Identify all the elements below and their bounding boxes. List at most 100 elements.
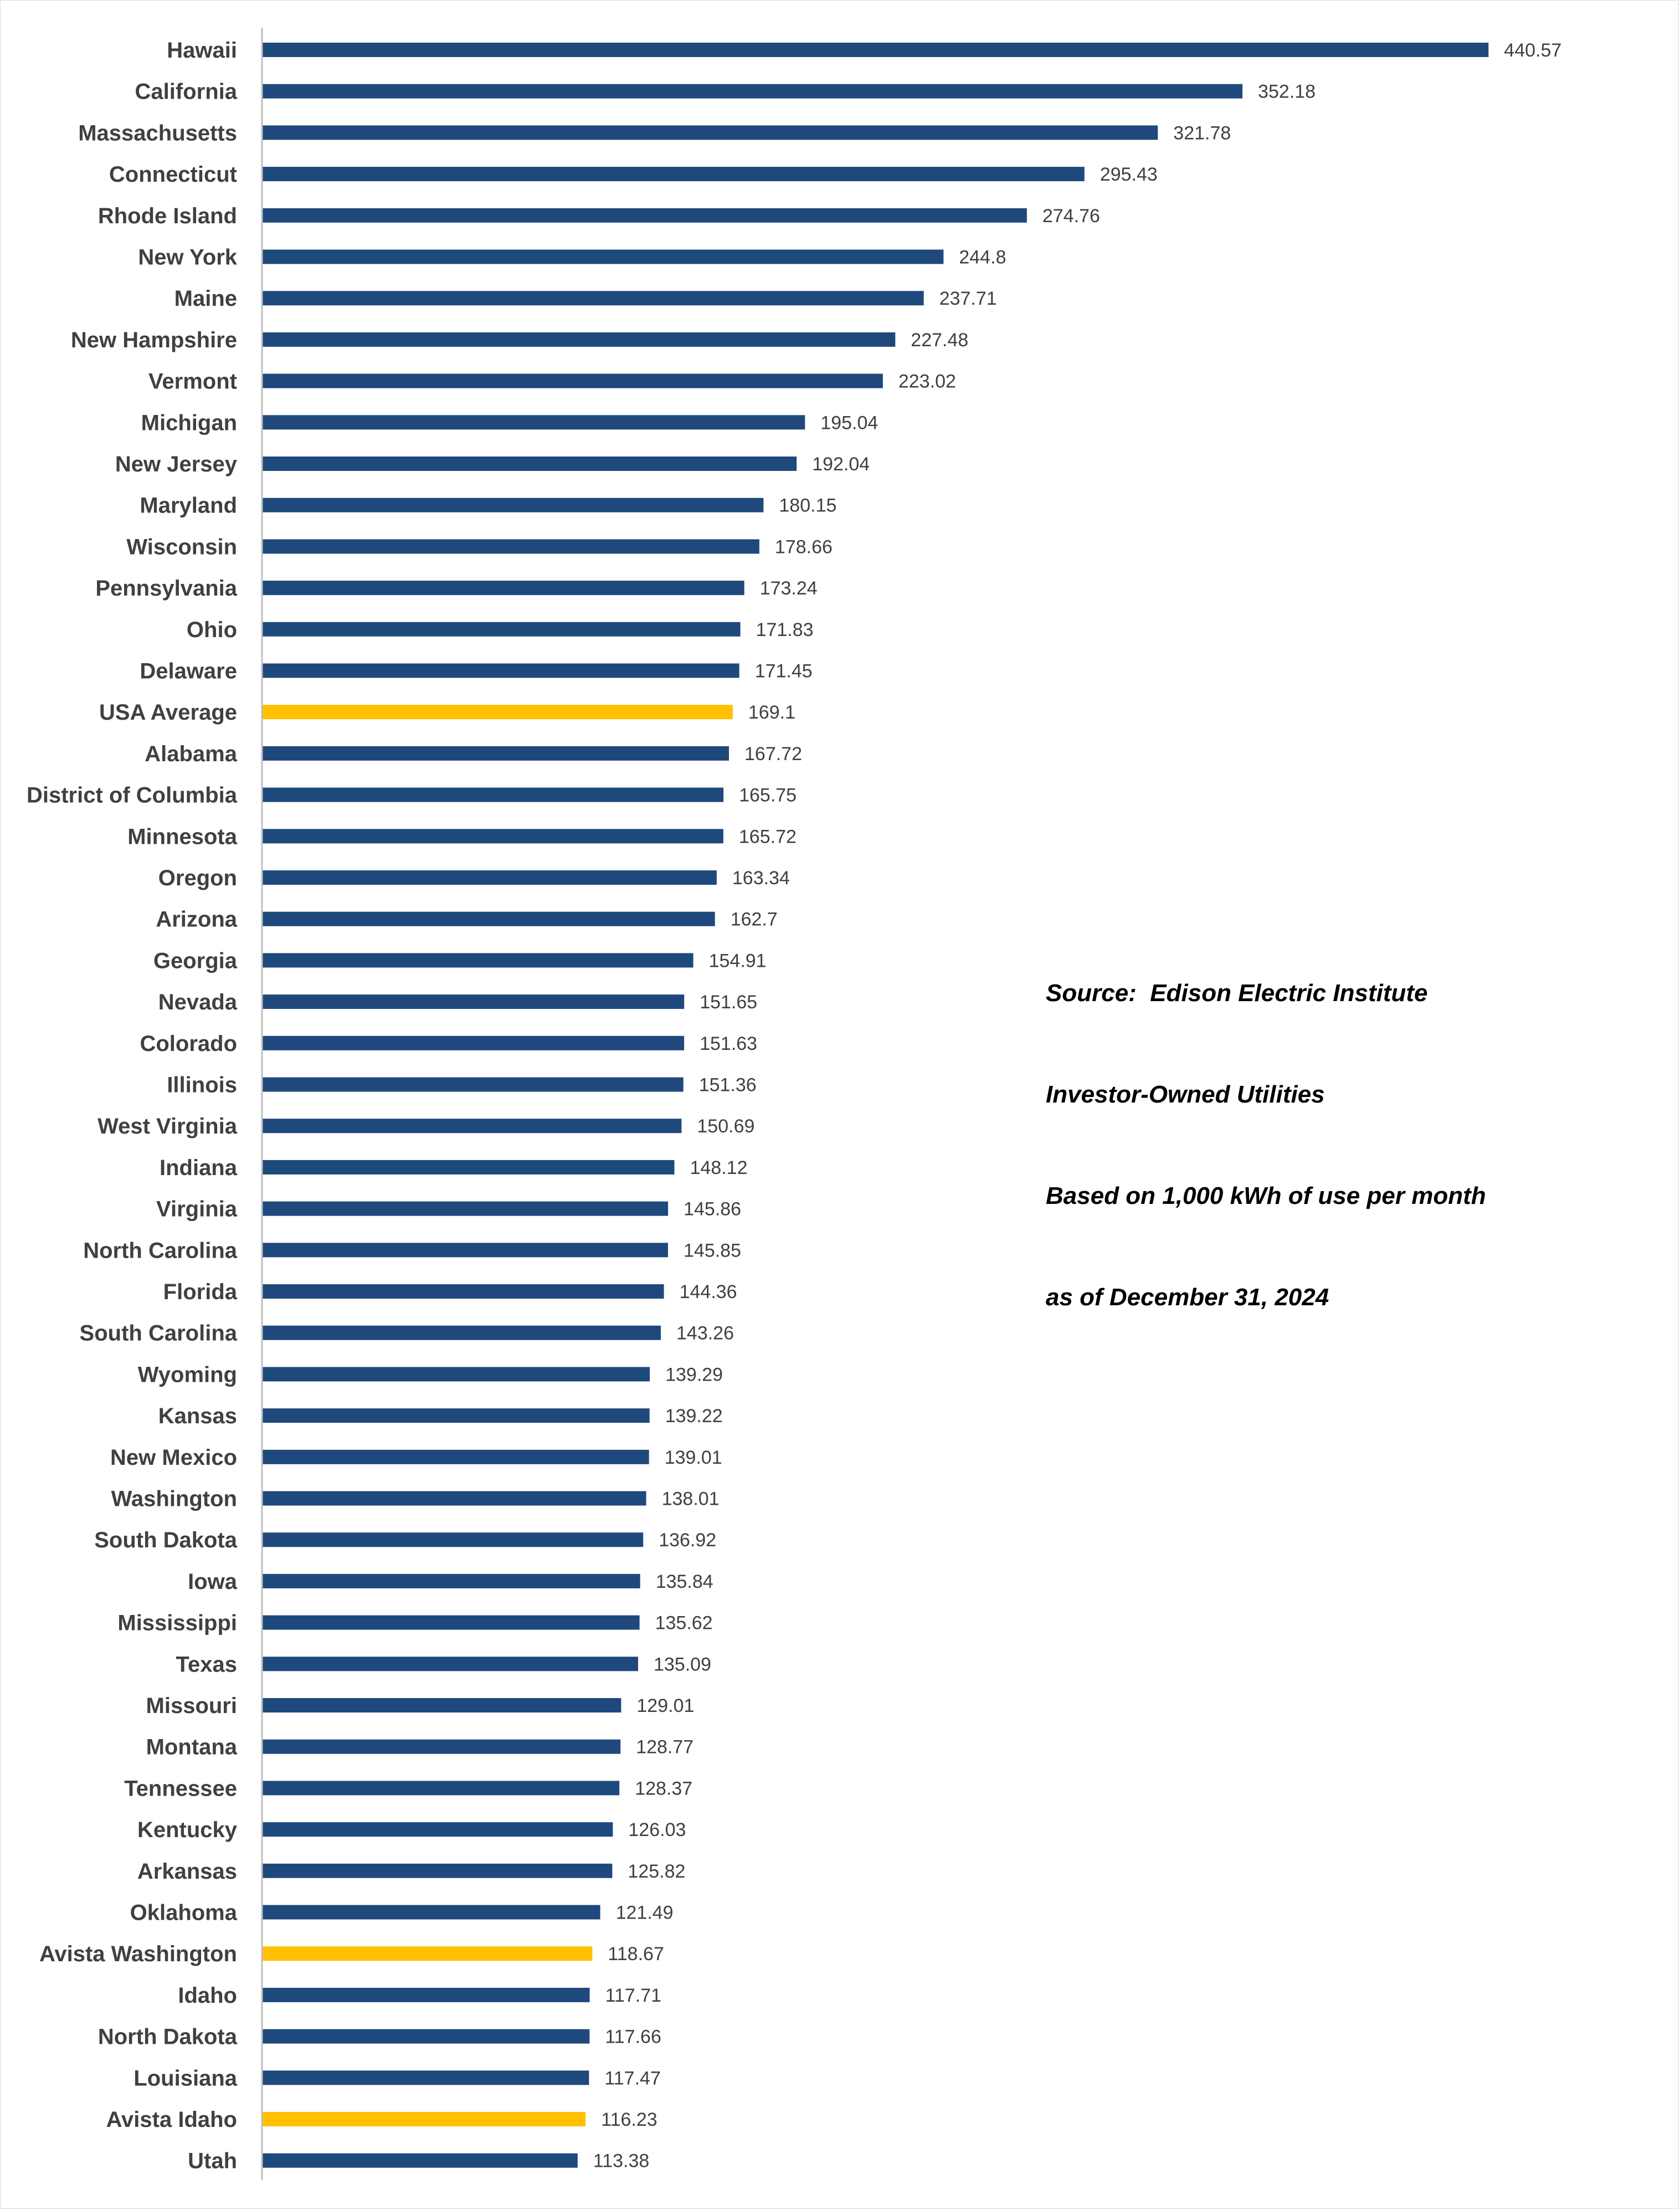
value-label-georgia: 154.91 (709, 950, 767, 971)
bar-avista-washington (262, 1946, 593, 1961)
bar-kentucky (262, 1822, 613, 1837)
category-label-michigan: Michigan (141, 411, 237, 435)
category-label-utah: Utah (188, 2149, 237, 2173)
bar-avista-idaho (262, 2112, 586, 2126)
value-label-new-york: 244.8 (959, 247, 1006, 268)
bar-minnesota (262, 829, 723, 844)
category-label-delaware: Delaware (140, 659, 237, 684)
value-label-connecticut: 295.43 (1100, 164, 1158, 185)
category-label-washington: Washington (111, 1487, 237, 1511)
value-label-florida: 144.36 (680, 1281, 737, 1303)
value-label-rhode-island: 274.76 (1042, 206, 1100, 227)
bar-vermont (262, 373, 883, 388)
category-label-alabama: Alabama (145, 742, 237, 766)
value-label-avista-washington: 118.67 (608, 1944, 664, 1965)
category-label-minnesota: Minnesota (127, 824, 238, 849)
value-label-maine: 237.71 (939, 288, 997, 309)
bar-louisiana (262, 2070, 589, 2085)
value-label-louisiana: 117.47 (604, 2068, 660, 2089)
category-label-missouri: Missouri (146, 1694, 237, 1718)
bar-west-virginia (262, 1119, 682, 1134)
value-label-minnesota: 165.72 (739, 826, 797, 847)
bar-colorado (262, 1035, 685, 1050)
bar-hawaii (262, 43, 1489, 57)
category-label-montana: Montana (146, 1735, 238, 1760)
value-label-oregon: 163.34 (732, 868, 790, 889)
source-note-line-1: Source: Edison Electric Institute (1046, 980, 1428, 1007)
category-label-new-mexico: New Mexico (110, 1445, 237, 1470)
value-label-maryland: 180.15 (779, 495, 836, 516)
value-label-montana: 128.77 (636, 1737, 693, 1758)
value-label-wisconsin: 178.66 (775, 536, 833, 557)
category-label-kentucky: Kentucky (137, 1818, 238, 1842)
value-label-pennsylvania: 173.24 (760, 578, 818, 599)
value-label-texas: 135.09 (654, 1654, 711, 1675)
bar-idaho (262, 1987, 590, 2002)
bar-arizona (262, 911, 715, 926)
category-label-new-hampshire: New Hampshire (71, 328, 237, 352)
value-label-hawaii: 440.57 (1504, 40, 1561, 61)
value-label-district-of-columbia: 165.75 (739, 785, 797, 806)
category-label-oregon: Oregon (158, 866, 237, 890)
value-label-south-carolina: 143.26 (676, 1323, 734, 1344)
category-label-tennessee: Tennessee (124, 1776, 237, 1801)
value-label-washington: 138.01 (662, 1489, 720, 1510)
bar-texas (262, 1657, 638, 1671)
category-label-kansas: Kansas (158, 1404, 237, 1428)
value-label-kansas: 139.22 (665, 1406, 723, 1427)
category-label-new-york: New York (138, 245, 237, 270)
value-label-avista-idaho: 116.23 (601, 2109, 657, 2130)
value-label-wyoming: 139.29 (665, 1364, 723, 1385)
bar-new-mexico (262, 1449, 649, 1464)
category-label-ohio: Ohio (187, 618, 237, 642)
bar-indiana (262, 1160, 675, 1175)
category-label-indiana: Indiana (160, 1156, 238, 1180)
bar-delaware (262, 663, 739, 678)
category-label-rhode-island: Rhode Island (98, 204, 237, 228)
category-label-texas: Texas (176, 1652, 237, 1676)
category-label-north-dakota: North Dakota (98, 2025, 238, 2049)
bar-arkansas (262, 1863, 613, 1878)
category-label-louisiana: Louisiana (133, 2066, 237, 2090)
bar-rhode-island (262, 208, 1027, 223)
category-label-virginia: Virginia (156, 1197, 238, 1222)
bar-illinois (262, 1077, 684, 1092)
bar-north-dakota (262, 2029, 590, 2044)
category-label-wisconsin: Wisconsin (126, 535, 237, 559)
bar-nevada (262, 994, 685, 1009)
category-label-colorado: Colorado (140, 1032, 237, 1056)
bars-layer (262, 43, 1489, 2168)
value-label-colorado: 151.63 (700, 1033, 757, 1054)
category-label-north-carolina: North Carolina (83, 1238, 238, 1263)
value-label-idaho: 117.71 (605, 1985, 661, 2006)
category-label-connecticut: Connecticut (109, 162, 237, 187)
bar-missouri (262, 1698, 621, 1712)
value-label-missouri: 129.01 (636, 1695, 694, 1716)
category-label-massachusetts: Massachusetts (78, 121, 237, 145)
category-label-west-virginia: West Virginia (97, 1114, 238, 1139)
value-label-north-dakota: 117.66 (605, 2027, 661, 2048)
bar-virginia (262, 1201, 669, 1216)
category-label-usa-average: USA Average (99, 700, 237, 725)
bar-oklahoma (262, 1905, 600, 1920)
bar-michigan (262, 415, 805, 430)
category-label-idaho: Idaho (178, 1983, 237, 2008)
bar-kansas (262, 1408, 650, 1423)
source-note: Source: Edison Electric Institute Invest… (1046, 909, 1486, 1348)
bar-new-hampshire (262, 332, 896, 347)
bar-massachusetts (262, 125, 1158, 140)
category-label-avista-washington: Avista Washington (39, 1942, 237, 1966)
value-label-nevada: 151.65 (700, 992, 757, 1013)
category-label-maryland: Maryland (140, 494, 237, 518)
bar-south-dakota (262, 1532, 644, 1547)
category-label-arizona: Arizona (156, 907, 237, 932)
value-label-tennessee: 128.37 (635, 1778, 692, 1799)
category-label-arkansas: Arkansas (137, 1859, 237, 1884)
value-label-delaware: 171.45 (755, 661, 813, 682)
value-label-michigan: 195.04 (820, 412, 878, 433)
value-label-new-mexico: 139.01 (665, 1447, 722, 1468)
category-label-oklahoma: Oklahoma (130, 1901, 238, 1925)
bar-tennessee (262, 1781, 620, 1796)
